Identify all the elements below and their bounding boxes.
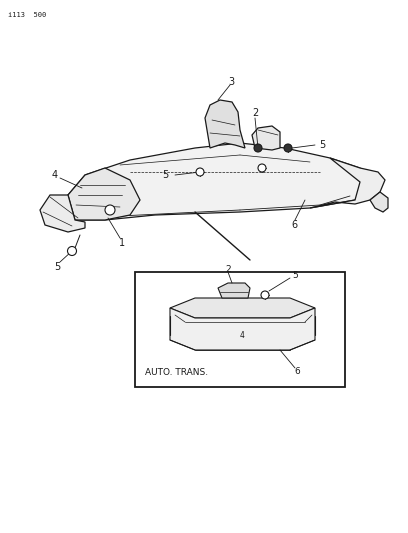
Polygon shape: [205, 100, 245, 148]
Text: 3: 3: [228, 77, 234, 87]
Text: AUTO. TRANS.: AUTO. TRANS.: [145, 368, 208, 377]
Polygon shape: [170, 308, 315, 350]
Text: 6: 6: [294, 367, 300, 376]
Polygon shape: [370, 192, 388, 212]
Text: 4: 4: [239, 330, 244, 340]
Polygon shape: [218, 283, 250, 298]
Text: 5: 5: [54, 262, 60, 272]
Text: 4: 4: [52, 170, 58, 180]
Circle shape: [254, 144, 262, 152]
Circle shape: [284, 144, 292, 152]
Text: 1: 1: [119, 238, 125, 248]
Text: i113  500: i113 500: [8, 12, 46, 18]
Text: 2: 2: [252, 108, 258, 118]
Bar: [135, 272, 345, 387]
Text: 6: 6: [291, 220, 297, 230]
Polygon shape: [40, 195, 85, 232]
Circle shape: [258, 164, 266, 172]
Polygon shape: [68, 143, 370, 220]
Polygon shape: [252, 126, 280, 150]
Circle shape: [261, 291, 269, 299]
Text: 5: 5: [292, 271, 298, 280]
Polygon shape: [170, 298, 315, 318]
Polygon shape: [310, 158, 385, 208]
Text: 2: 2: [225, 264, 231, 273]
Circle shape: [67, 246, 77, 255]
Text: 5: 5: [162, 170, 168, 180]
Text: 5: 5: [319, 140, 325, 150]
Polygon shape: [68, 168, 140, 220]
Circle shape: [196, 168, 204, 176]
Circle shape: [105, 205, 115, 215]
